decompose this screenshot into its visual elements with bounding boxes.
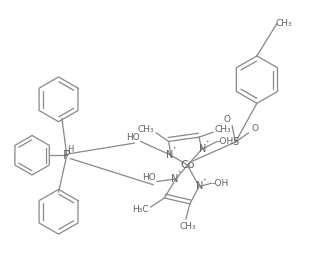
Text: N: N <box>166 150 173 160</box>
Text: CH₃: CH₃ <box>275 19 292 28</box>
Text: HO: HO <box>143 173 156 182</box>
Text: H: H <box>67 145 73 154</box>
Text: O: O <box>252 124 259 133</box>
Text: O: O <box>224 115 231 124</box>
Text: -OH: -OH <box>217 137 234 146</box>
Text: ⁺: ⁺ <box>178 171 182 177</box>
Text: CH₃: CH₃ <box>215 125 231 134</box>
Text: N: N <box>196 182 204 192</box>
Text: Co: Co <box>180 160 195 170</box>
Text: ⁺: ⁺ <box>202 179 206 185</box>
Text: CH₃: CH₃ <box>137 125 154 134</box>
Text: -OH: -OH <box>211 179 228 188</box>
Text: S: S <box>232 137 238 147</box>
Text: N: N <box>199 144 206 154</box>
Text: H₃C: H₃C <box>132 205 149 214</box>
Text: N: N <box>171 174 179 184</box>
Text: P: P <box>63 149 71 162</box>
Text: ⁺: ⁺ <box>172 147 176 153</box>
Text: CH₃: CH₃ <box>179 222 196 231</box>
Text: ⁺: ⁺ <box>205 141 209 147</box>
Text: HO: HO <box>126 133 140 142</box>
